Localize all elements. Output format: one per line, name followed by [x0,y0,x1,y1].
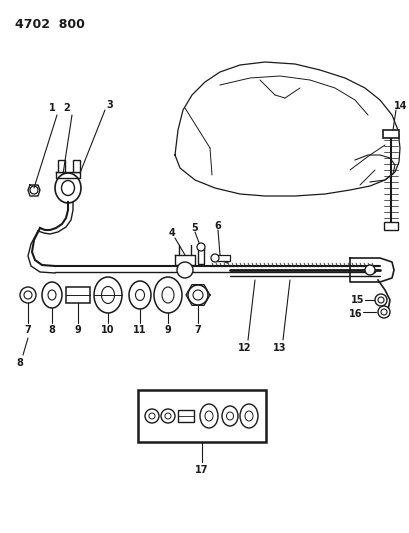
Circle shape [188,285,208,305]
Ellipse shape [55,173,81,203]
Bar [178,410,194,422]
Text: 15: 15 [351,295,365,305]
Ellipse shape [61,181,74,196]
Ellipse shape [205,411,213,421]
Circle shape [145,409,159,423]
Circle shape [211,254,219,262]
Circle shape [378,306,390,318]
Text: 1: 1 [49,103,55,113]
Circle shape [365,265,375,275]
Text: 8: 8 [49,325,56,335]
Ellipse shape [222,406,238,426]
Ellipse shape [129,281,151,309]
Ellipse shape [48,290,56,300]
Circle shape [193,290,203,300]
Ellipse shape [245,411,253,421]
Circle shape [381,309,387,315]
Text: 9: 9 [165,325,171,335]
Ellipse shape [200,404,218,428]
Text: 5: 5 [192,223,198,233]
Ellipse shape [94,277,122,313]
Circle shape [24,291,32,299]
Ellipse shape [154,277,182,313]
Text: 9: 9 [74,325,81,335]
Text: 10: 10 [101,325,115,335]
Text: 16: 16 [349,309,363,319]
Circle shape [30,186,38,194]
Circle shape [161,409,175,423]
Ellipse shape [101,287,115,303]
Circle shape [375,294,387,306]
Bar [73,160,80,172]
Text: 13: 13 [273,343,287,353]
Circle shape [177,262,193,278]
Text: 4702  800: 4702 800 [15,18,85,31]
Text: 8: 8 [16,358,23,368]
Ellipse shape [135,289,144,301]
Text: 7: 7 [25,325,31,335]
Bar [198,248,204,264]
Text: 6: 6 [215,221,221,231]
Bar [384,222,398,230]
Circle shape [149,413,155,419]
Text: 7: 7 [195,325,201,335]
Bar [66,287,90,303]
Text: 17: 17 [195,465,209,475]
Bar [58,160,65,172]
Bar [138,390,266,442]
Circle shape [20,287,36,303]
Circle shape [378,297,384,303]
Circle shape [165,413,171,419]
Text: 4: 4 [169,228,175,238]
Text: 11: 11 [133,325,147,335]
Text: 14: 14 [394,101,408,111]
Circle shape [197,243,205,251]
Text: 12: 12 [238,343,252,353]
Ellipse shape [42,282,62,308]
Ellipse shape [240,404,258,428]
Ellipse shape [162,287,174,303]
Ellipse shape [227,412,234,420]
Bar [383,130,399,138]
Text: 2: 2 [64,103,70,113]
Bar [215,255,230,261]
Text: 3: 3 [107,100,113,110]
